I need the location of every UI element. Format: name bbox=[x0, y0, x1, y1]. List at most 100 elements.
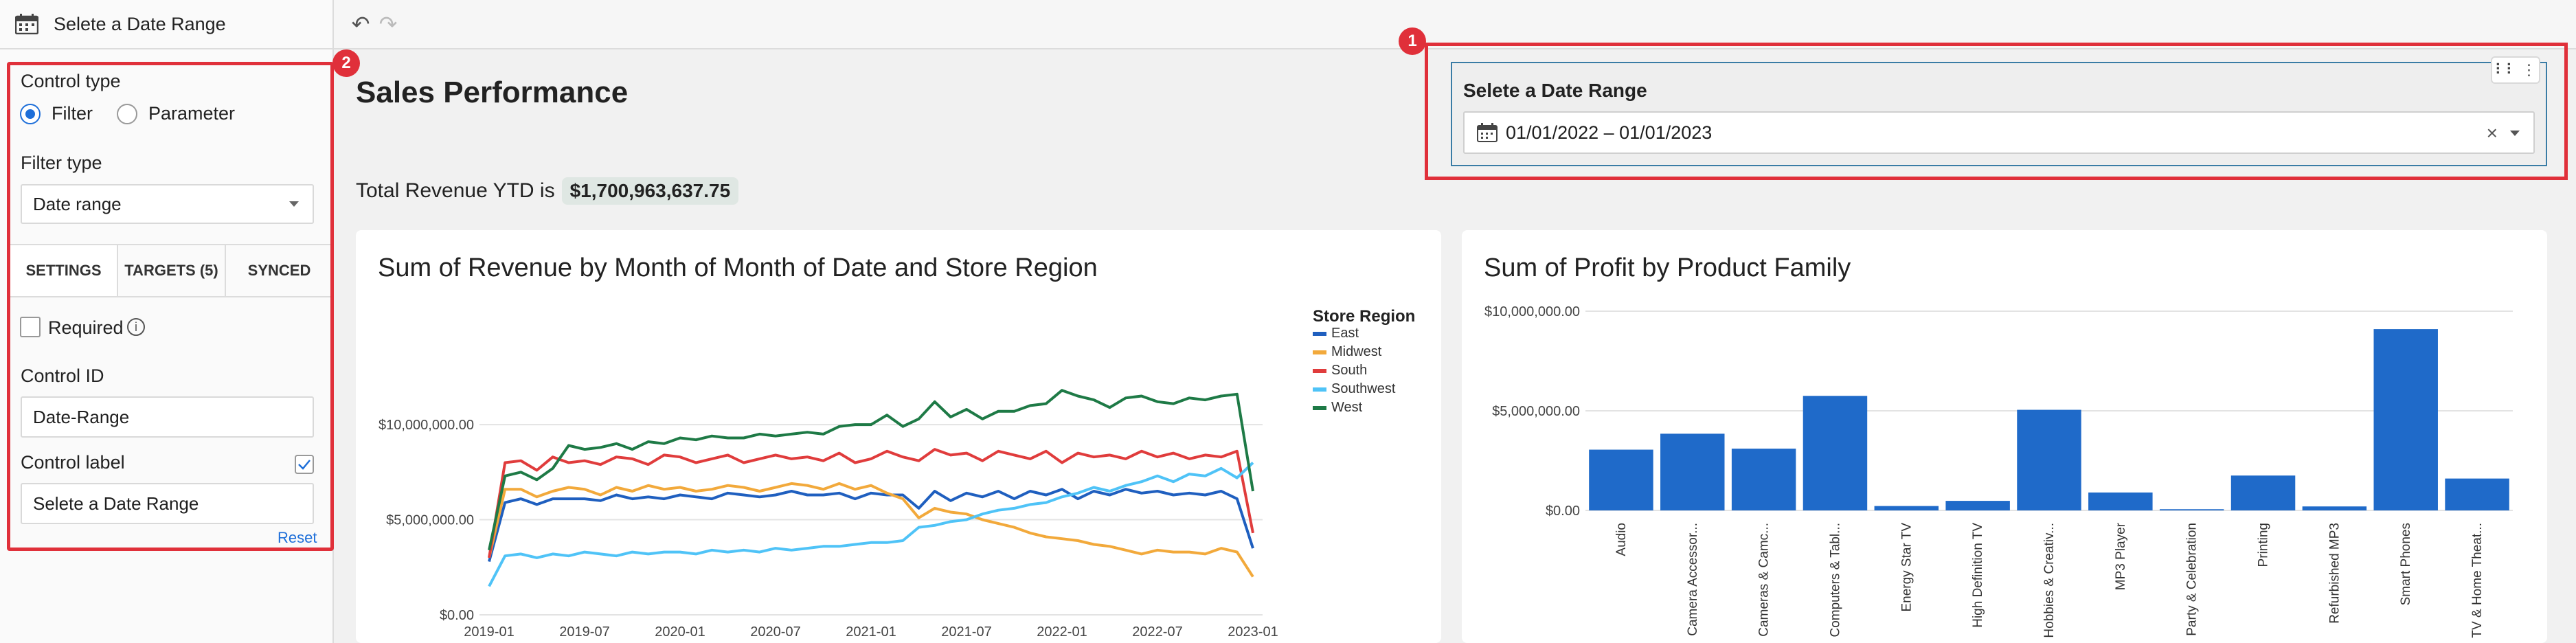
profit-bar-chart-card: Sum of Profit by Product Family $10,000,… bbox=[1462, 230, 2547, 643]
x-tick-label: 2021-07 bbox=[941, 624, 991, 640]
series-line-southwest bbox=[488, 462, 1254, 587]
x-tick-label: 2020-01 bbox=[655, 624, 705, 640]
legend-swatch-southwest bbox=[1313, 387, 1326, 392]
x-tick-label: 2023-01 bbox=[1228, 624, 1278, 640]
filter-radio-label[interactable]: Filter bbox=[52, 103, 93, 124]
settings-tabs: SETTINGS TARGETS (5) SYNCED bbox=[10, 244, 332, 297]
card-menu: ⠇⠇ ⋮ bbox=[2491, 56, 2540, 84]
control-id-label: Control ID bbox=[21, 365, 104, 386]
required-checkbox[interactable] bbox=[20, 317, 41, 337]
filter-type-select[interactable]: Date range bbox=[21, 184, 314, 224]
series-line-midwest bbox=[488, 482, 1254, 578]
x-tick-label: Party & Celebration bbox=[2185, 523, 2200, 636]
x-tick-label: Printing bbox=[2257, 523, 2271, 567]
revenue-value: $1,700,963,637.75 bbox=[561, 177, 739, 205]
control-type-label: Control type bbox=[21, 71, 121, 91]
bar bbox=[2017, 409, 2081, 510]
revenue-summary: Total Revenue YTD is $1,700,963,637.75 bbox=[356, 177, 739, 205]
filter-type-value: Date range bbox=[33, 193, 122, 214]
x-tick-label: 2020-07 bbox=[750, 624, 800, 640]
x-tick-label: Cameras & Camc... bbox=[1757, 523, 1772, 637]
x-tick-label: 2022-01 bbox=[1037, 624, 1087, 640]
series-line-east bbox=[488, 488, 1254, 563]
tab-synced[interactable]: SYNCED bbox=[247, 262, 311, 279]
legend-item-west: West bbox=[1331, 400, 1363, 415]
clear-icon[interactable]: × bbox=[2486, 122, 2498, 144]
panel-highlight-box bbox=[7, 62, 334, 551]
profit-bar-chart: $10,000,000.00 $5,000,000.00 $0.00 Audio Cam… bbox=[1484, 304, 2513, 638]
y-tick-label: $10,000,000.00 bbox=[379, 418, 474, 433]
undo-icon[interactable]: ↶ bbox=[351, 12, 370, 36]
control-id-input[interactable]: Date-Range bbox=[21, 396, 314, 438]
filter-radio[interactable] bbox=[20, 104, 41, 124]
reset-link[interactable]: Reset bbox=[278, 529, 317, 546]
toolbar: ↶ ↷ bbox=[334, 0, 2576, 49]
x-tick-label: Smart Phones bbox=[2399, 523, 2413, 605]
control-id-value: Date-Range bbox=[33, 406, 130, 427]
revenue-line-chart-card: Sum of Revenue by Month of Month of Date… bbox=[356, 230, 1441, 643]
x-tick-label: 2022-07 bbox=[1132, 624, 1182, 640]
legend-item-east: East bbox=[1331, 326, 1359, 341]
info-icon[interactable]: i bbox=[127, 318, 145, 336]
x-tick-label: MP3 Player bbox=[2114, 522, 2128, 590]
x-tick-label: TV & Home Theat... bbox=[2470, 523, 2485, 638]
bar bbox=[2230, 475, 2296, 510]
bar bbox=[2088, 492, 2153, 510]
annotation-badge-1: 1 bbox=[1399, 27, 1426, 55]
x-tick-label: Hobbies & Creativ... bbox=[2042, 523, 2057, 638]
x-tick-label: Refurbished MP3 bbox=[2327, 523, 2342, 624]
bar bbox=[1874, 506, 1939, 510]
line-chart-title: Sum of Revenue by Month of Month of Date… bbox=[378, 253, 1098, 282]
bar bbox=[1660, 433, 1725, 510]
date-range-input[interactable]: 01/01/2022 – 01/01/2023 × bbox=[1463, 111, 2535, 154]
control-settings-panel: Selete a Date Range Control type Filter … bbox=[0, 0, 334, 643]
legend-swatch-east bbox=[1313, 332, 1326, 336]
parameter-radio[interactable] bbox=[117, 104, 137, 124]
filter-type-label: Filter type bbox=[21, 153, 102, 173]
bar bbox=[1589, 449, 1653, 510]
parameter-radio-label[interactable]: Parameter bbox=[148, 103, 236, 124]
calendar-icon bbox=[15, 14, 38, 34]
legend-swatch-west bbox=[1313, 406, 1326, 410]
calendar-icon bbox=[1477, 123, 1498, 142]
y-tick-label: $0.00 bbox=[440, 608, 474, 623]
bar bbox=[1803, 396, 1868, 510]
legend-item-midwest: Midwest bbox=[1331, 344, 1382, 359]
control-label-input[interactable]: Selete a Date Range bbox=[21, 483, 314, 524]
x-tick-label: Energy Star TV bbox=[1899, 523, 1914, 612]
panel-title: Selete a Date Range bbox=[54, 13, 226, 34]
y-tick-label: $5,000,000.00 bbox=[1492, 404, 1580, 419]
legend-item-southwest: Southwest bbox=[1331, 381, 1396, 396]
chevron-down-icon bbox=[289, 201, 299, 207]
bar bbox=[2159, 509, 2224, 510]
x-tick-label: 2019-07 bbox=[559, 624, 609, 640]
bar bbox=[1945, 501, 2010, 510]
bar bbox=[2445, 478, 2509, 510]
control-label-label: Control label bbox=[21, 452, 125, 473]
tab-settings[interactable]: SETTINGS bbox=[10, 245, 118, 296]
legend-title: Store Region bbox=[1313, 307, 1415, 326]
bar bbox=[2302, 506, 2367, 510]
bar-chart-title: Sum of Profit by Product Family bbox=[1484, 253, 1851, 282]
x-tick-label: 2019-01 bbox=[464, 624, 514, 640]
control-highlight-box bbox=[1425, 43, 2568, 180]
series-line-west bbox=[488, 389, 1254, 551]
page-title: Sales Performance bbox=[356, 76, 629, 109]
bar bbox=[2373, 329, 2438, 510]
tab-targets[interactable]: TARGETS (5) bbox=[118, 245, 226, 296]
more-icon[interactable]: ⋮ bbox=[2521, 61, 2537, 78]
required-label: Required bbox=[48, 317, 124, 338]
date-range-control: Selete a Date Range 01/01/2022 – 01/01/2… bbox=[1451, 62, 2547, 166]
y-tick-label: $5,000,000.00 bbox=[386, 513, 474, 528]
redo-icon[interactable]: ↷ bbox=[379, 12, 398, 36]
y-tick-label: $10,000,000.00 bbox=[1484, 304, 1580, 319]
x-tick-label: Computers & Tabl... bbox=[1828, 523, 1842, 638]
x-tick-label: High Definition TV bbox=[1971, 523, 1985, 628]
bar bbox=[1731, 449, 1796, 510]
control-label-checkbox[interactable] bbox=[295, 455, 314, 474]
drag-handle-icon[interactable]: ⠇⠇ bbox=[2494, 61, 2517, 78]
chevron-down-icon[interactable] bbox=[2510, 131, 2520, 136]
panel-header: Selete a Date Range bbox=[0, 0, 332, 49]
legend-item-south: South bbox=[1331, 363, 1367, 378]
